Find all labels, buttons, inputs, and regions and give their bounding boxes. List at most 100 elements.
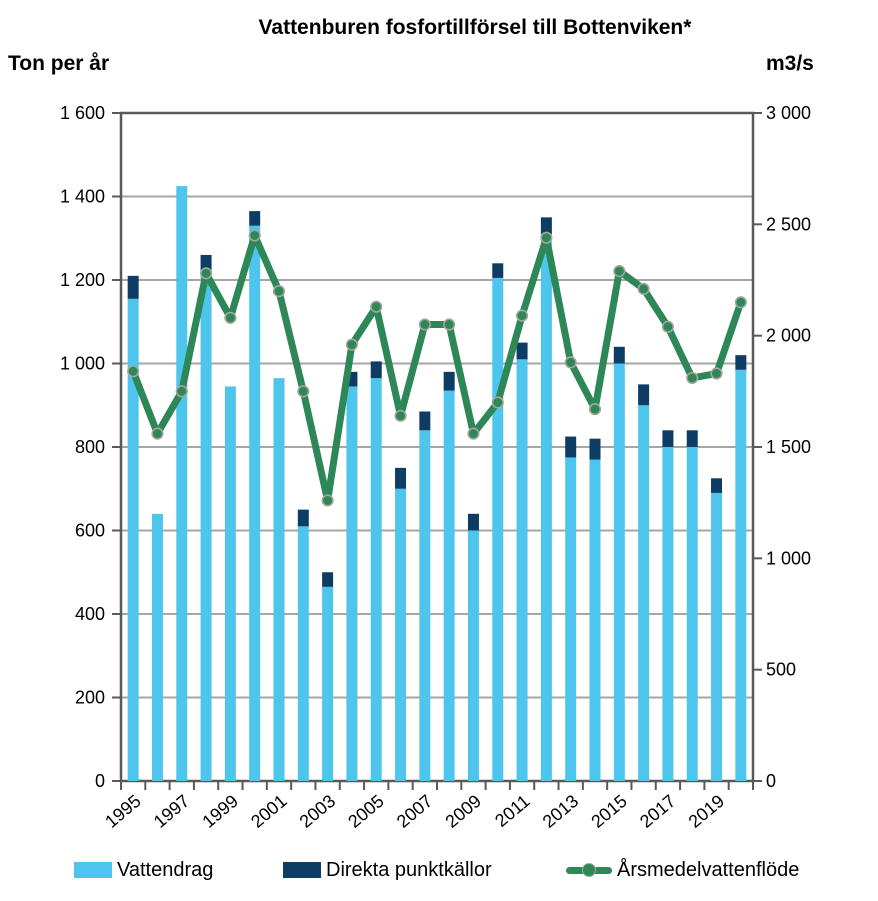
flow-marker-2015 xyxy=(613,264,626,278)
bar-punktkallor-1998 xyxy=(200,254,212,272)
flow-marker-2004 xyxy=(345,338,359,351)
bar-punktkallor-2012 xyxy=(540,217,552,235)
right-tick-label: 3 000 xyxy=(766,103,811,123)
left-tick-label: 0 xyxy=(95,771,105,791)
bar-punktkallor-2015 xyxy=(613,346,625,364)
flow-marker-2011 xyxy=(515,309,529,322)
bar-vattendrag-2020 xyxy=(735,369,747,781)
bar-vattendrag-2002 xyxy=(297,526,309,781)
bar-punktkallor-2003 xyxy=(322,572,334,587)
bar-punktkallor-2008 xyxy=(443,371,455,391)
flow-marker-2012 xyxy=(540,231,553,244)
right-tick-label: 2 000 xyxy=(766,326,811,346)
bar-vattendrag-2014 xyxy=(589,459,601,781)
flow-line xyxy=(129,231,745,504)
bar-punktkallor-2011 xyxy=(516,342,528,360)
left-tick-label: 600 xyxy=(75,521,105,541)
punktkallor-swatch-icon xyxy=(283,862,321,878)
flow-marker-1998 xyxy=(199,267,213,280)
bar-vattendrag-2018 xyxy=(686,447,698,781)
bar-vattendrag-2006 xyxy=(395,488,407,781)
bar-vattendrag-1998 xyxy=(200,271,212,781)
flow-marker-2007 xyxy=(418,318,431,331)
bar-vattendrag-2000 xyxy=(249,225,261,782)
bar-punktkallor-2004 xyxy=(346,371,358,387)
flow-marker-1995 xyxy=(127,365,140,378)
bar-punktkallor-2016 xyxy=(638,384,650,406)
legend-label-vattenflode: Årsmedelvattenflöde xyxy=(617,858,800,881)
flow-marker-2002 xyxy=(297,385,310,398)
x-tick-label: 2013 xyxy=(539,791,583,832)
legend-item-vattenflode: Årsmedelvattenflöde xyxy=(566,854,799,886)
bar-vattendrag-2003 xyxy=(322,586,334,781)
bar-punktkallor-2013 xyxy=(565,436,577,458)
flow-marker-2005 xyxy=(370,300,383,313)
bar-punktkallor-2014 xyxy=(589,438,601,460)
bar-punktkallor-2007 xyxy=(419,411,431,431)
x-tick-label: 2011 xyxy=(491,791,534,831)
bar-vattendrag-1996 xyxy=(151,513,163,781)
bar-vattendrag-2001 xyxy=(273,378,285,781)
flow-marker-1997 xyxy=(175,385,188,398)
flow-marker-2019 xyxy=(710,367,723,380)
legend-item-vattendrag: Vattendrag xyxy=(74,854,213,886)
left-axis-unit-label: Ton per år xyxy=(8,52,110,75)
x-tick-label: 2005 xyxy=(344,791,388,832)
bar-punktkallor-2019 xyxy=(711,478,723,493)
left-tick-label: 1 400 xyxy=(60,187,105,207)
bar-vattendrag-2015 xyxy=(613,363,625,781)
vattendrag-swatch-icon xyxy=(74,862,112,878)
flow-marker-1999 xyxy=(224,311,237,324)
x-tick-label: 1999 xyxy=(198,791,242,832)
bar-vattendrag-2013 xyxy=(565,457,577,781)
left-tick-label: 200 xyxy=(75,688,105,708)
bar-punktkallor-2000 xyxy=(249,211,261,226)
flow-marker-2018 xyxy=(686,371,699,385)
x-tick-label: 2001 xyxy=(247,791,291,832)
flow-marker-2014 xyxy=(588,403,602,416)
legend-item-punktkallor: Direkta punktkällor xyxy=(283,854,492,886)
bar-punktkallor-2017 xyxy=(662,430,674,447)
bar-vattendrag-1997 xyxy=(176,186,188,781)
flow-marker-1996 xyxy=(151,427,164,440)
bar-vattendrag-1995 xyxy=(127,298,139,781)
left-tick-label: 1 000 xyxy=(60,354,105,374)
legend-label-punktkallor: Direkta punktkällor xyxy=(326,858,492,881)
flow-marker-2003 xyxy=(321,494,334,507)
bar-punktkallor-1995 xyxy=(127,275,139,299)
right-tick-label: 500 xyxy=(766,660,796,680)
left-tick-label: 1 600 xyxy=(60,103,105,123)
left-tick-label: 800 xyxy=(75,437,105,457)
flow-marker-2008 xyxy=(443,318,456,331)
right-tick-label: 2 500 xyxy=(766,214,811,234)
chart-title: Vattenburen fosfortillförsel till Botten… xyxy=(258,16,692,39)
bar-vattendrag-2017 xyxy=(662,447,674,781)
bar-punktkallor-2020 xyxy=(735,355,747,370)
flow-marker-2016 xyxy=(637,282,650,296)
bar-vattendrag-2009 xyxy=(467,530,479,781)
x-tick-label: 2007 xyxy=(393,791,437,832)
flow-marker-2020 xyxy=(734,296,747,309)
vattenflode-marker-icon xyxy=(582,863,596,877)
bar-vattendrag-2012 xyxy=(540,234,552,781)
bar-vattendrag-2010 xyxy=(492,277,504,781)
x-tick-label: 2019 xyxy=(685,791,729,832)
bar-vattendrag-2016 xyxy=(638,405,650,781)
right-tick-label: 0 xyxy=(766,771,776,791)
bar-vattendrag-2005 xyxy=(370,378,382,781)
bar-punktkallor-2018 xyxy=(686,430,698,447)
flow-marker-2000 xyxy=(248,229,261,242)
vattenflode-line-swatch-icon xyxy=(566,863,612,877)
right-tick-label: 1 500 xyxy=(766,437,811,457)
flow-marker-2009 xyxy=(467,427,480,440)
flow-marker-2013 xyxy=(564,356,577,369)
bar-vattendrag-2007 xyxy=(419,430,431,781)
bar-vattendrag-2019 xyxy=(711,492,723,781)
left-tick-label: 400 xyxy=(75,604,105,624)
bar-punktkallor-2009 xyxy=(467,513,479,531)
x-tick-label: 2003 xyxy=(296,791,340,832)
flow-marker-2006 xyxy=(394,409,407,422)
bar-punktkallor-2006 xyxy=(395,467,407,489)
left-tick-label: 1 200 xyxy=(60,270,105,290)
